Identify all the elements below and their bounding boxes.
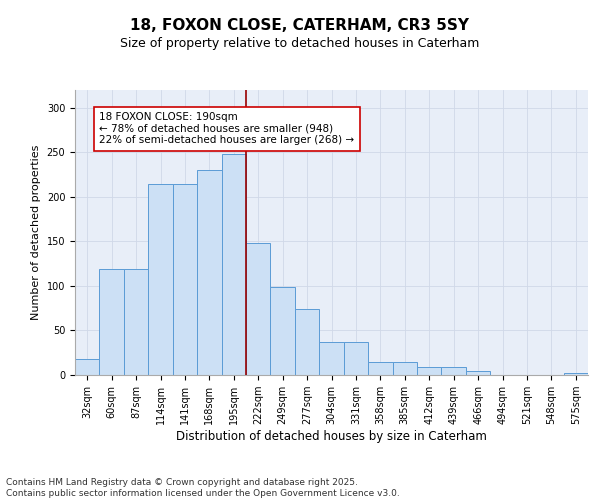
Bar bbox=[344, 342, 368, 375]
Bar bbox=[442, 367, 466, 375]
Bar bbox=[563, 373, 588, 375]
Bar bbox=[295, 309, 319, 375]
Text: 18, FOXON CLOSE, CATERHAM, CR3 5SY: 18, FOXON CLOSE, CATERHAM, CR3 5SY bbox=[131, 18, 470, 32]
Bar bbox=[100, 269, 124, 375]
Bar bbox=[271, 287, 295, 375]
Bar bbox=[124, 269, 148, 375]
Bar bbox=[417, 367, 442, 375]
Bar bbox=[392, 362, 417, 375]
Bar bbox=[221, 154, 246, 375]
Bar bbox=[197, 170, 221, 375]
Bar bbox=[148, 184, 173, 375]
Bar bbox=[246, 243, 271, 375]
Bar bbox=[368, 362, 392, 375]
Bar bbox=[319, 342, 344, 375]
Text: Size of property relative to detached houses in Caterham: Size of property relative to detached ho… bbox=[121, 38, 479, 51]
Bar bbox=[466, 372, 490, 375]
X-axis label: Distribution of detached houses by size in Caterham: Distribution of detached houses by size … bbox=[176, 430, 487, 443]
Bar bbox=[173, 184, 197, 375]
Text: Contains HM Land Registry data © Crown copyright and database right 2025.
Contai: Contains HM Land Registry data © Crown c… bbox=[6, 478, 400, 498]
Y-axis label: Number of detached properties: Number of detached properties bbox=[31, 145, 41, 320]
Bar bbox=[75, 359, 100, 375]
Text: 18 FOXON CLOSE: 190sqm
← 78% of detached houses are smaller (948)
22% of semi-de: 18 FOXON CLOSE: 190sqm ← 78% of detached… bbox=[100, 112, 355, 146]
